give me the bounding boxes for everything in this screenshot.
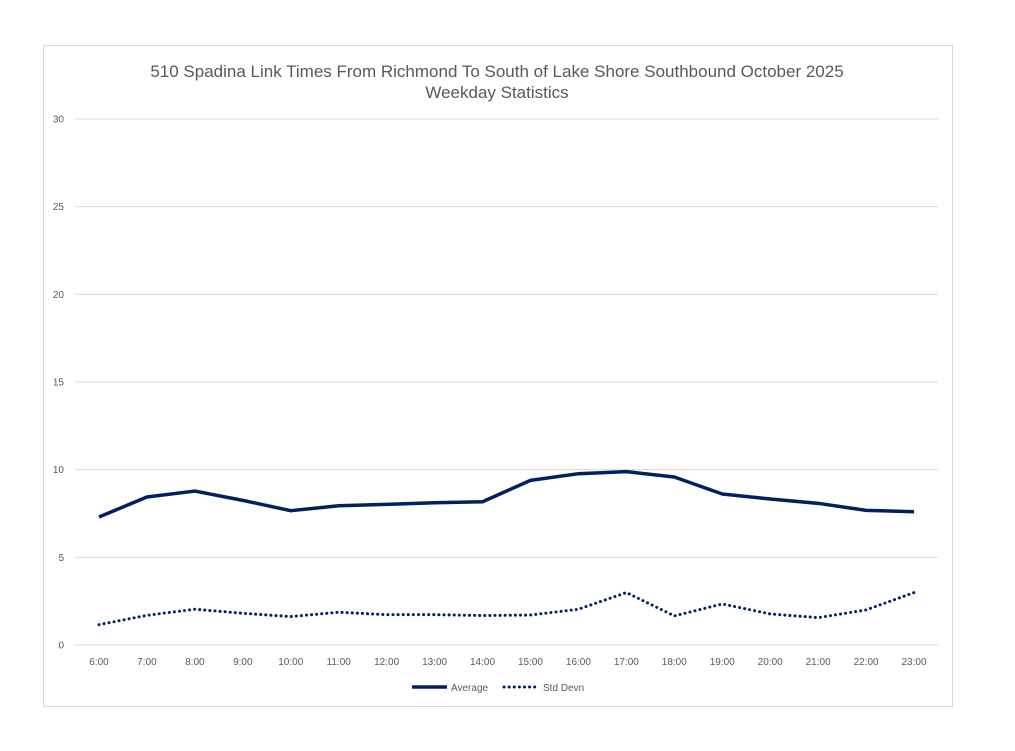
x-tick-label: 22:00 [854,657,879,668]
y-tick-label: 15 [53,378,65,389]
x-tick-label: 9:00 [233,657,253,668]
x-tick-label: 6:00 [89,657,109,668]
x-tick-label: 10:00 [278,657,303,668]
y-tick-label: 5 [58,553,64,564]
y-tick-label: 25 [53,202,65,213]
y-tick-label: 30 [53,115,65,126]
chart-subtitle: Weekday Statistics [425,83,568,102]
x-tick-label: 7:00 [137,657,157,668]
x-tick-label: 15:00 [518,657,543,668]
x-tick-label: 18:00 [662,657,687,668]
x-tick-label: 13:00 [422,657,447,668]
legend-label: Average [451,683,489,694]
x-tick-label: 20:00 [758,657,783,668]
y-tick-label: 10 [53,465,65,476]
x-tick-label: 21:00 [806,657,831,668]
x-tick-label: 11:00 [327,657,352,668]
x-tick-label: 16:00 [566,657,591,668]
y-tick-label: 0 [58,641,64,652]
series-line-std-devn [97,591,916,627]
x-tick-label: 12:00 [374,657,399,668]
x-tick-label: 17:00 [614,657,639,668]
x-tick-label: 19:00 [710,657,735,668]
series-line-average [98,469,915,519]
x-tick-label: 14:00 [470,657,495,668]
chart-title: 510 Spadina Link Times From Richmond To … [150,62,843,81]
legend-label: Std Devn [543,683,584,694]
y-tick-label: 20 [53,290,65,301]
x-tick-label: 8:00 [185,657,205,668]
chart-frame [43,45,953,707]
x-tick-label: 23:00 [902,657,927,668]
